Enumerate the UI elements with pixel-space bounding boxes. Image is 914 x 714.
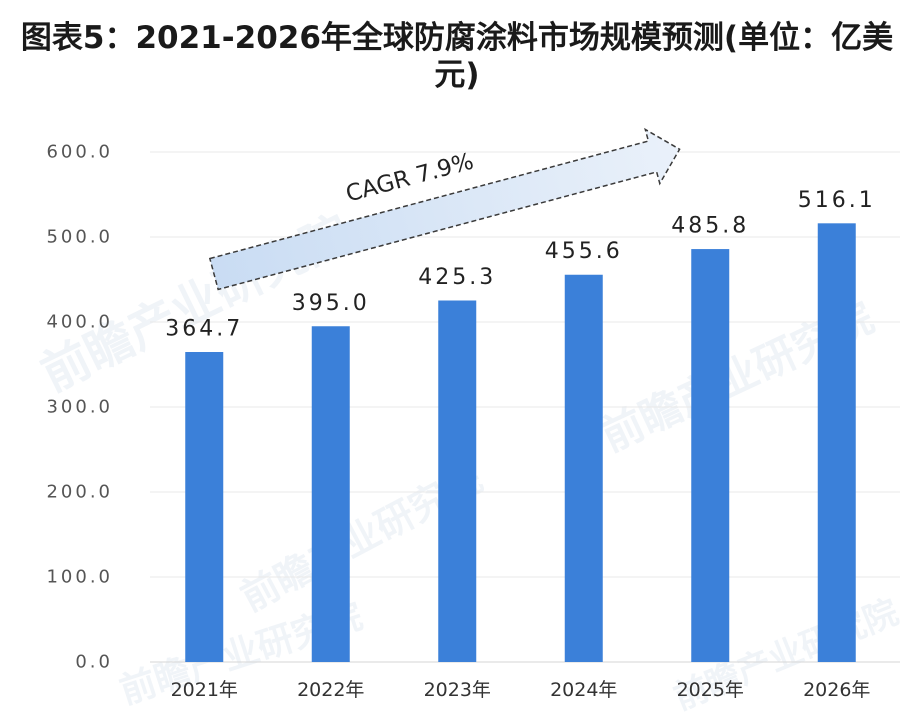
y-tick-label: 300.0 <box>46 397 113 418</box>
bar <box>438 300 477 662</box>
y-tick-label: 400.0 <box>46 312 113 333</box>
y-tick-label: 200.0 <box>46 482 113 503</box>
bar <box>185 352 224 662</box>
bar <box>817 223 856 662</box>
data-label: 516.1 <box>798 188 876 213</box>
x-tick-label: 2024年 <box>550 679 617 701</box>
x-axis: 2021年 2022年 2023年 2024年 2025年 2026年 <box>171 679 871 701</box>
bar <box>311 326 350 662</box>
y-tick-label: 0.0 <box>75 652 113 673</box>
data-label: 455.6 <box>545 239 623 264</box>
data-label: 485.8 <box>671 214 749 239</box>
bar <box>564 274 603 662</box>
data-label: 395.0 <box>292 291 370 316</box>
chart-title: 图表5：2021-2026年全球防腐涂料市场规模预测(单位：亿美元) <box>20 20 894 93</box>
data-label: 364.7 <box>165 317 243 342</box>
y-tick-label: 100.0 <box>46 567 113 588</box>
y-axis: 0.0 100.0 200.0 300.0 400.0 500.0 600.0 <box>46 142 113 673</box>
x-tick-label: 2026年 <box>803 679 870 701</box>
data-labels: 364.7 395.0 425.3 455.6 485.8 516.1 <box>165 188 876 342</box>
x-tick-label: 2021年 <box>171 679 238 701</box>
bar <box>691 249 730 662</box>
data-label: 425.3 <box>418 265 496 290</box>
cagr-arrow-shape <box>208 127 681 291</box>
bars <box>185 223 856 662</box>
x-tick-label: 2022年 <box>297 679 364 701</box>
y-tick-label: 500.0 <box>46 227 113 248</box>
x-tick-label: 2025年 <box>677 679 744 701</box>
x-tick-label: 2023年 <box>424 679 491 701</box>
y-tick-label: 600.0 <box>46 142 113 163</box>
gridlines <box>150 151 900 663</box>
